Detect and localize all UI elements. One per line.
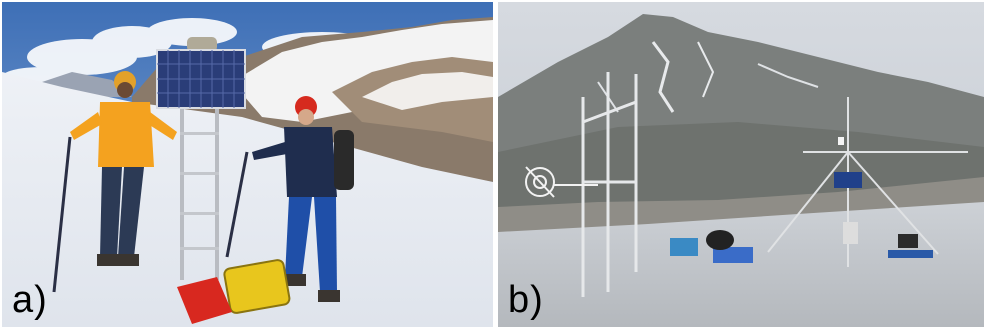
panel-label-a: a) (12, 279, 48, 321)
photo-panel-a: a) (2, 2, 493, 327)
glacier-ice (498, 202, 984, 327)
photo-b-scene (498, 2, 984, 327)
person-left (52, 71, 177, 293)
equipment-cases (177, 259, 291, 324)
solar-panel (156, 49, 246, 109)
ground-equipment (670, 222, 933, 263)
panel-label-b: b) (508, 279, 544, 321)
instrument-tower-left (581, 72, 638, 297)
anemometer (525, 166, 598, 198)
photo-panel-b: b) (498, 2, 984, 327)
sensor-housing (838, 137, 844, 145)
small-solar-panel (834, 172, 862, 188)
photo-a-scene (2, 2, 493, 327)
weather-station-mast (180, 37, 219, 280)
person-right (225, 96, 354, 302)
